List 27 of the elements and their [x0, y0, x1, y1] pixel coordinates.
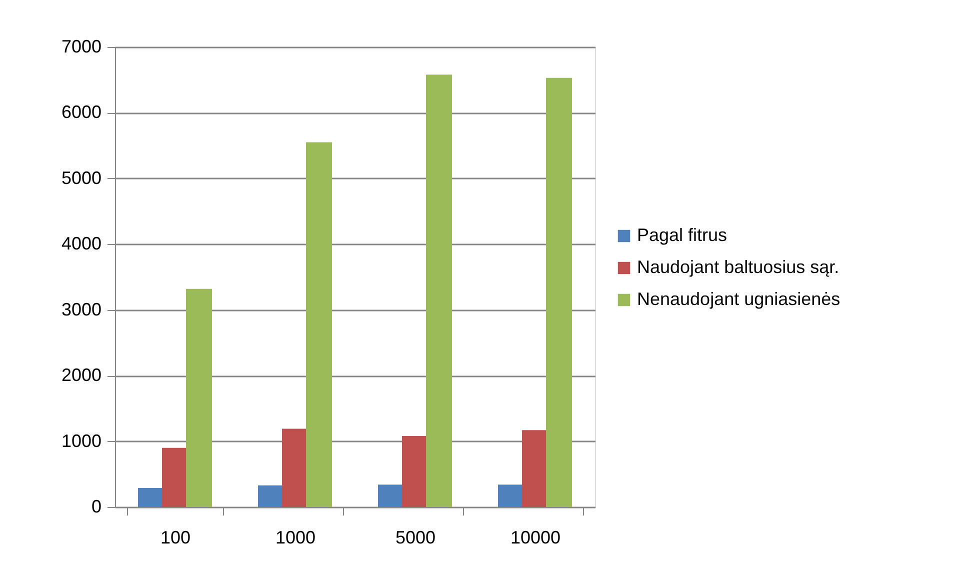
legend-label: Naudojant baltuosius sąr. [637, 257, 840, 277]
bar [522, 430, 548, 507]
y-tick-label: 1000 [61, 430, 102, 451]
y-tick-label: 5000 [61, 168, 102, 188]
bar [258, 485, 284, 507]
y-tick-label: 6000 [61, 102, 102, 122]
bar [138, 488, 164, 507]
bar [282, 428, 308, 507]
bar [162, 448, 188, 507]
x-tick-label: 100 [160, 528, 191, 548]
y-tick-label: 2000 [61, 365, 102, 386]
legend-label: Nenaudojant ugniasienės [637, 289, 840, 309]
y-tick-label: 4000 [61, 234, 102, 254]
y-tick-label: 3000 [61, 299, 102, 320]
x-tick-label: 1000 [275, 528, 316, 548]
bar [546, 78, 572, 507]
bar [186, 288, 212, 507]
bar [378, 484, 404, 507]
x-tick-label: 5000 [395, 528, 436, 548]
y-tick-label: 0 [91, 496, 102, 516]
x-tick-label: 10000 [510, 528, 561, 548]
legend-label: Pagal fitrus [637, 225, 728, 245]
bar [306, 142, 332, 507]
bar [498, 484, 524, 507]
bar [402, 436, 428, 507]
bar [426, 74, 452, 507]
y-tick-label: 7000 [61, 36, 102, 56]
